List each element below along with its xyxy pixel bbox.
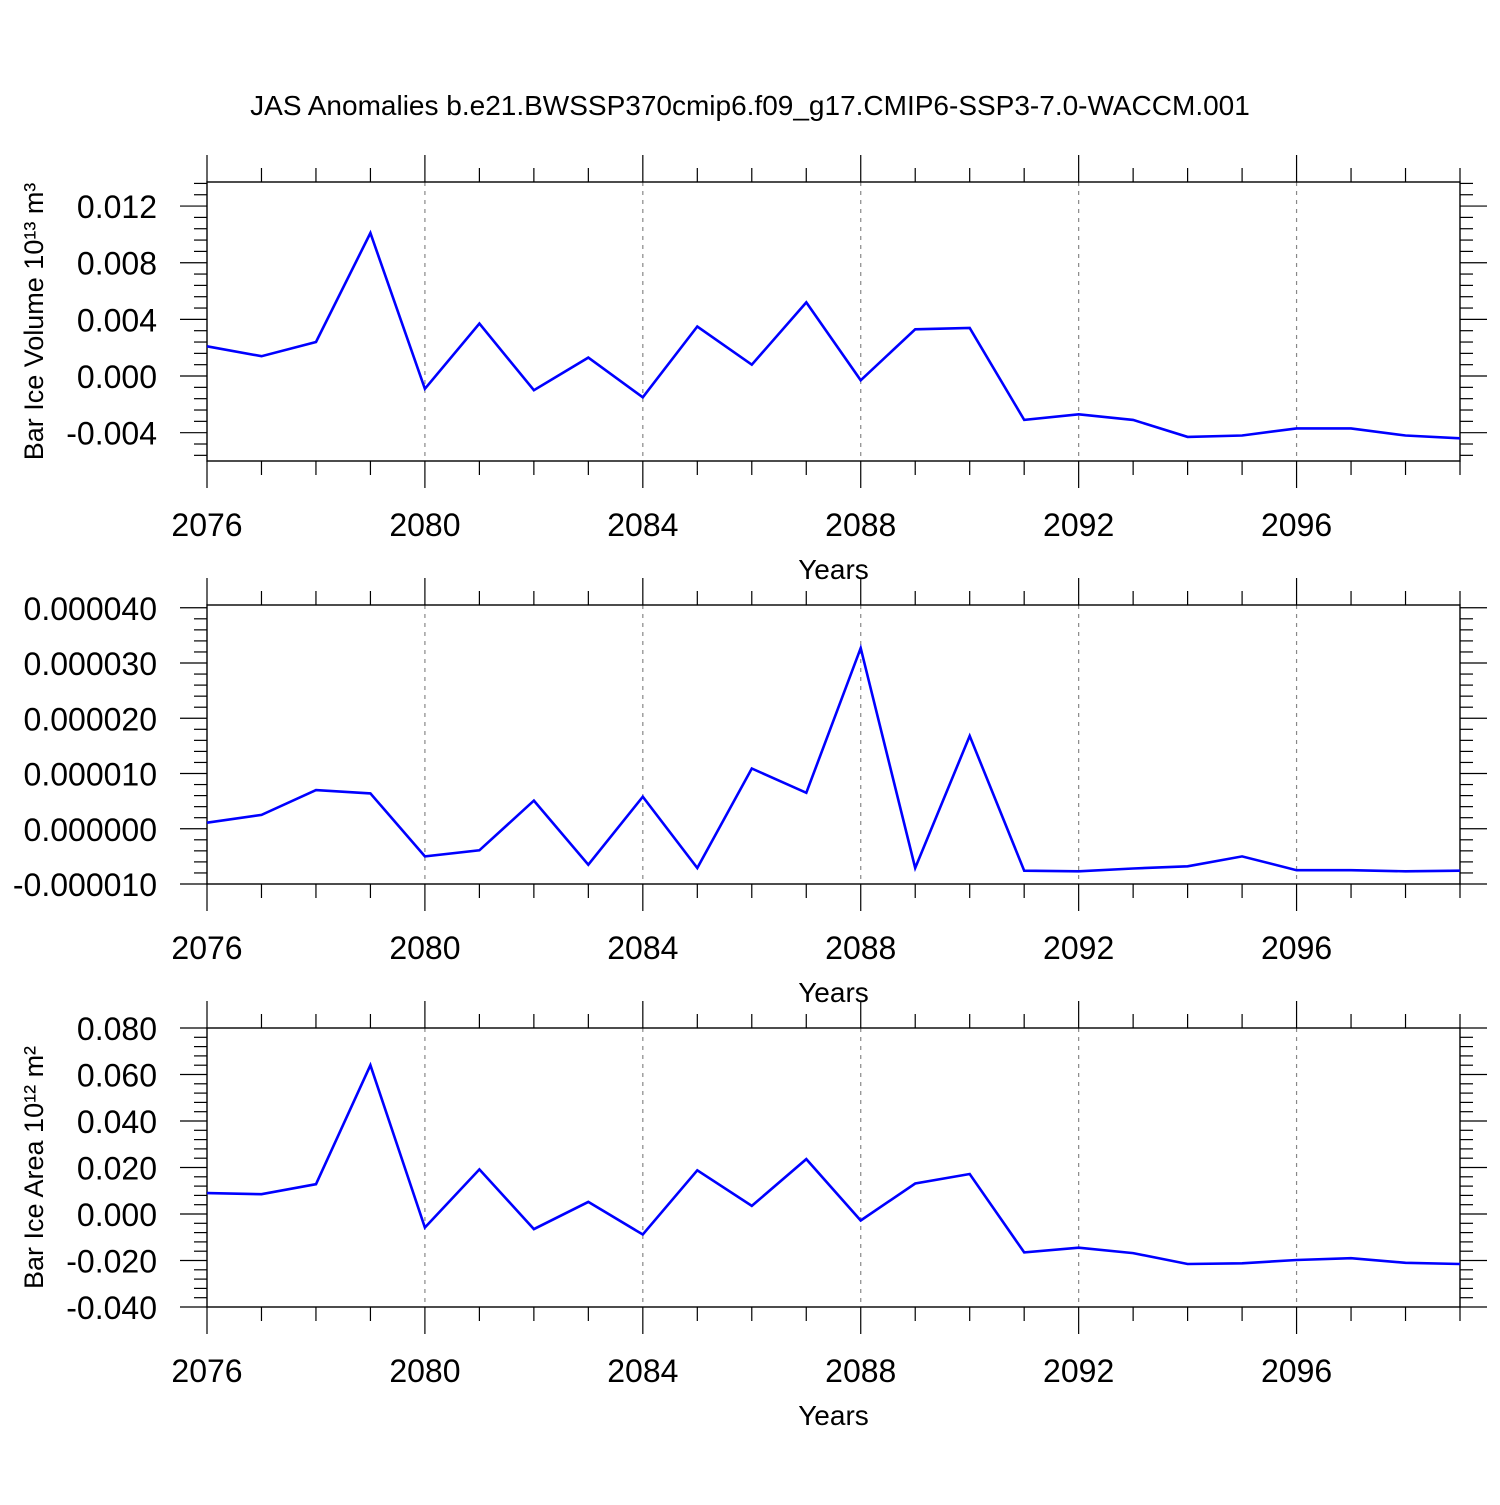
y-tick-label: 0.000020 (24, 701, 157, 737)
x-tick-label: 2076 (171, 1353, 242, 1389)
x-tick-label: 2092 (1043, 507, 1114, 543)
x-tick-label: 2088 (825, 930, 896, 966)
y-axis-label: Bar Ice Volume 10¹³ m³ (19, 183, 49, 461)
x-axis-label: Years (798, 554, 869, 585)
y-tick-label: 0.000000 (24, 812, 157, 848)
y-tick-label: -0.020 (66, 1244, 157, 1280)
y-axis-label-unit: 10¹³ m³ (19, 183, 49, 270)
y-tick-label: 0.012 (77, 189, 157, 225)
x-tick-label: 2084 (607, 507, 678, 543)
x-tick-label: 2088 (825, 507, 896, 543)
x-tick-label: 2088 (825, 1353, 896, 1389)
y-tick-label: 0.000030 (24, 646, 157, 682)
x-tick-label: 2080 (389, 930, 460, 966)
y-tick-label: -0.004 (66, 416, 157, 452)
y-tick-label: 0.008 (77, 246, 157, 282)
plot-frame (206, 1027, 1461, 1308)
y-tick-label: -0.040 (66, 1290, 157, 1326)
y-tick-label: 0.000 (77, 359, 157, 395)
y-tick-label: 0.000 (77, 1197, 157, 1233)
x-axis-label: Years (798, 1400, 869, 1431)
x-axis-label: Years (798, 977, 869, 1008)
x-tick-label: 2092 (1043, 930, 1114, 966)
plot-frame (206, 604, 1461, 885)
x-tick-label: 2092 (1043, 1353, 1114, 1389)
x-tick-label: 2096 (1261, 1353, 1332, 1389)
x-tick-label: 2080 (389, 1353, 460, 1389)
x-tick-label: 2080 (389, 507, 460, 543)
series-line (206, 229, 1461, 440)
y-tick-label: 0.000040 (24, 591, 157, 627)
y-tick-label: 0.020 (77, 1151, 157, 1187)
y-axis-label: Bar Ice Area 10¹² m² (19, 1046, 49, 1289)
y-axis-label-text: Bar Ice Volume (19, 270, 49, 461)
figure-title: JAS Anomalies b.e21.BWSSP370cmip6.f09_g1… (250, 90, 1250, 121)
x-tick-label: 2084 (607, 1353, 678, 1389)
chart-panel-2: 2076 2080 2084 2088 2092 2096 -0.000010 0.00000… (13, 578, 1487, 1008)
y-axis-label-text: Bar Ice Area (19, 1133, 49, 1289)
y-tick-label: 0.060 (77, 1058, 157, 1094)
chart-panel-1: 2076 2080 2084 2088 2092 2096 -0.004 0.000 0.004… (19, 155, 1487, 585)
y-tick-label: -0.000010 (13, 867, 157, 903)
series-line (206, 643, 1461, 873)
chart-panel-3: 2076 2080 2084 2088 2092 2096 -0.040 -0.020 0.00… (19, 1001, 1487, 1431)
y-tick-label: 0.040 (77, 1104, 157, 1140)
series-line (206, 1061, 1461, 1266)
x-tick-label: 2096 (1261, 507, 1332, 543)
y-tick-label: 0.000010 (24, 757, 157, 793)
x-tick-label: 2076 (171, 507, 242, 543)
y-axis-label-unit: 10¹² m² (19, 1046, 49, 1133)
plot-frame (206, 181, 1461, 462)
x-tick-label: 2084 (607, 930, 678, 966)
y-tick-label: 0.004 (77, 302, 157, 338)
x-tick-label: 2076 (171, 930, 242, 966)
y-tick-label: 0.080 (77, 1011, 157, 1047)
x-tick-label: 2096 (1261, 930, 1332, 966)
